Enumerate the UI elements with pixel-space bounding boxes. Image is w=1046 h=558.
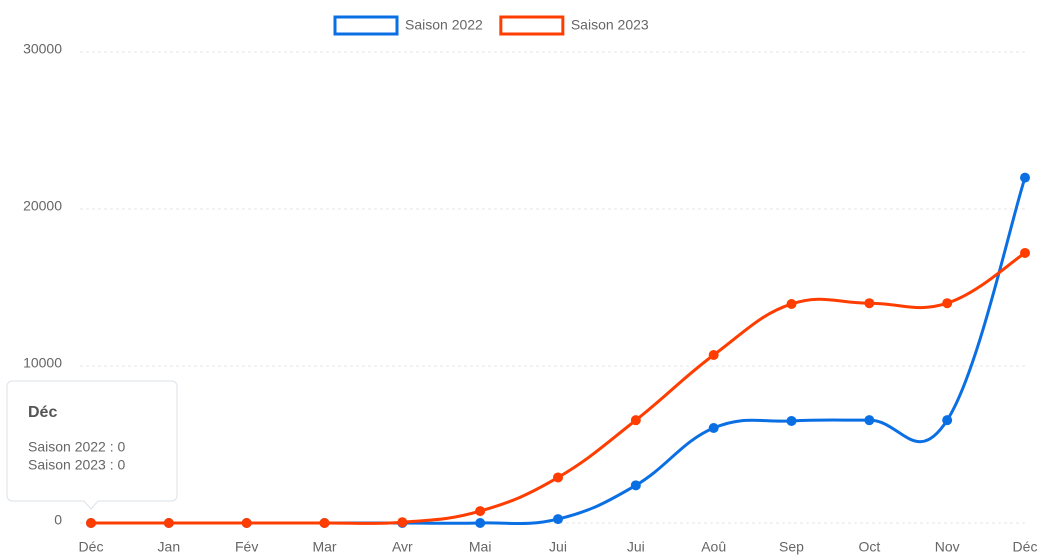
- data-point: [319, 518, 330, 528]
- y-tick-label: 20000: [23, 198, 62, 214]
- x-tick-label: Déc: [79, 539, 104, 555]
- y-tick-label: 0: [54, 512, 62, 528]
- x-tick-label: Sep: [779, 539, 804, 555]
- y-tick-label: 30000: [23, 41, 62, 57]
- data-point: [475, 506, 486, 517]
- x-tick-label: Oct: [858, 539, 880, 555]
- data-point: [1020, 247, 1030, 258]
- tooltip-line: Saison 2023 : 0: [28, 457, 126, 473]
- data-point: [942, 415, 953, 426]
- tooltip-box: [6, 380, 178, 510]
- x-tick-label: Mai: [469, 539, 492, 555]
- series-line: [90, 251, 1026, 525]
- x-tick-label: Jui: [627, 539, 645, 555]
- data-point: [86, 518, 96, 528]
- x-tick-label: Mar: [312, 539, 336, 555]
- data-point: [397, 517, 408, 528]
- x-tick-label: Jan: [158, 539, 181, 555]
- y-tick-label: 10000: [23, 355, 62, 371]
- series-line: [90, 177, 1027, 526]
- x-tick-label: Nov: [935, 539, 960, 555]
- data-point: [786, 298, 797, 309]
- data-point: [942, 298, 953, 309]
- tooltip-title: Déc: [28, 404, 57, 421]
- legend-label: Saison 2023: [571, 17, 649, 33]
- data-point: [786, 415, 797, 426]
- data-point: [708, 423, 719, 434]
- legend-swatch: [333, 15, 399, 36]
- data-point: [553, 514, 563, 525]
- x-tick-label: Aoû: [701, 539, 726, 555]
- data-point: [630, 480, 641, 491]
- x-tick-label: Jui: [549, 539, 567, 555]
- data-point: [241, 518, 252, 528]
- data-point: [475, 518, 486, 528]
- data-point: [163, 518, 174, 528]
- tooltip-line: Saison 2022 : 0: [28, 439, 126, 455]
- legend-swatch: [499, 15, 565, 36]
- data-point: [1020, 172, 1030, 183]
- x-tick-label: Déc: [1013, 539, 1038, 555]
- x-tick-label: Fév: [235, 539, 258, 555]
- data-point: [864, 415, 875, 426]
- legend-label: Saison 2022: [405, 17, 483, 33]
- data-point: [630, 415, 641, 426]
- data-point: [553, 472, 563, 483]
- data-point: [708, 350, 719, 361]
- data-point: [864, 298, 875, 309]
- x-tick-label: Avr: [392, 539, 413, 555]
